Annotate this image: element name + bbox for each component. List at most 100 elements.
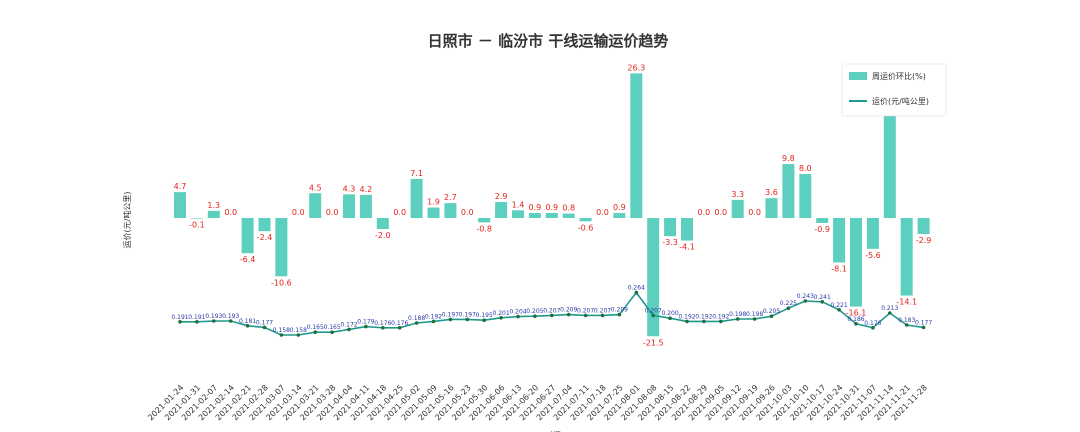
line-point	[397, 326, 402, 330]
line-value-label: 0.198	[746, 311, 763, 318]
bar	[478, 218, 491, 223]
line-point	[583, 313, 588, 318]
bar	[731, 199, 744, 218]
bar-value-label: 4.2	[360, 185, 373, 194]
line-value-label: 0.207	[543, 307, 560, 314]
line-point	[431, 319, 436, 324]
bar	[782, 164, 795, 218]
line-value-label: 0.205	[763, 308, 780, 315]
line-point	[617, 312, 622, 317]
bar	[241, 218, 254, 254]
line-value-label: 0.177	[256, 319, 273, 326]
bar	[359, 194, 372, 218]
line-value-label: 0.213	[881, 305, 898, 312]
line-value-label: 0.209	[611, 307, 628, 314]
line-value-label: 0.243	[797, 293, 814, 300]
line-value-label: 0.183	[898, 317, 915, 324]
bar-value-label: -2.9	[916, 236, 932, 245]
line-point	[702, 319, 706, 324]
bar	[545, 213, 558, 218]
line-point	[888, 311, 892, 315]
bar	[174, 192, 186, 218]
bar	[613, 213, 626, 218]
line-point	[381, 326, 385, 330]
line-point	[228, 319, 233, 323]
line-value-label: 0.204	[509, 309, 526, 316]
line-value-label: 0.191	[171, 314, 188, 321]
line-value-label: 0.205	[526, 308, 543, 315]
line-points	[178, 290, 926, 337]
bar	[850, 218, 862, 307]
line-value-label: 0.176	[391, 320, 408, 327]
bar-value-label: -14.1	[896, 298, 917, 307]
bar	[512, 210, 524, 218]
bar-value-label: 0.0	[596, 208, 609, 217]
line-point	[668, 316, 672, 321]
bar-series	[174, 73, 930, 337]
bar-value-label: -2.4	[257, 233, 273, 242]
line-point	[735, 317, 740, 321]
line-value-label: 0.191	[188, 314, 205, 321]
bar	[917, 218, 930, 234]
line-value-label: 0.201	[493, 310, 510, 317]
bar	[495, 202, 508, 218]
line-point	[634, 290, 639, 295]
line-value-label: 0.193	[222, 313, 239, 320]
line-value-label: 0.188	[408, 315, 425, 322]
line-point	[550, 313, 554, 318]
bar	[816, 218, 829, 223]
line-point	[465, 317, 470, 322]
chart-title: 日照市 － 临汾市 干线运输运价趋势	[428, 32, 669, 50]
line-point	[245, 324, 250, 328]
line-value-label: 0.158	[273, 327, 290, 334]
line-point	[347, 327, 351, 332]
line-point	[871, 326, 875, 330]
bar-value-label: -0.1	[189, 221, 205, 230]
line-point	[820, 300, 824, 304]
bar-value-label: 0.0	[292, 208, 305, 217]
bar	[444, 203, 457, 218]
line-point	[533, 314, 537, 319]
bar-value-label: 0.0	[461, 208, 474, 217]
bar	[900, 218, 913, 296]
bar	[309, 193, 322, 218]
bar-value-label: -0.8	[476, 224, 492, 233]
legend-bar-label: 周运价环比(%)	[872, 71, 926, 81]
bar-value-label: 0.0	[326, 208, 339, 217]
line-value-label: 0.209	[560, 307, 577, 314]
line-point	[837, 308, 841, 312]
line-value-label: 0.193	[205, 313, 222, 320]
bar-value-label: 0.0	[224, 208, 237, 217]
line-point	[212, 319, 216, 323]
bar-value-label: 0.9	[529, 203, 542, 212]
line-value-label: 0.225	[780, 300, 797, 307]
bar-value-label: 1.3	[207, 201, 220, 210]
bar	[528, 213, 541, 218]
line-value-label: 0.192	[712, 313, 729, 320]
line-value-label: 0.197	[442, 311, 459, 318]
bar	[630, 73, 643, 218]
line-point	[330, 330, 334, 335]
line-value-label: 0.198	[729, 311, 746, 318]
bar-value-label: 1.9	[427, 198, 440, 207]
line-point	[719, 319, 723, 324]
line-point	[566, 312, 571, 317]
bar-value-label: -6.4	[240, 255, 256, 264]
line-point	[279, 333, 284, 337]
line-point	[651, 313, 655, 318]
line-value-label: 0.207	[645, 307, 662, 314]
bar-value-label: -16.1	[846, 309, 867, 318]
bar	[883, 100, 896, 218]
line-value-label: 0.192	[678, 313, 695, 320]
line-value-label: 0.179	[357, 319, 374, 326]
line-point	[262, 325, 267, 330]
bar	[681, 218, 693, 241]
bar-value-label: -0.6	[578, 223, 594, 232]
line-point	[448, 317, 453, 322]
bar-value-label: 9.8	[782, 154, 795, 163]
bar-value-label: 3.6	[765, 188, 778, 197]
bar	[190, 218, 203, 219]
bar-value-label: 0.9	[545, 203, 558, 212]
